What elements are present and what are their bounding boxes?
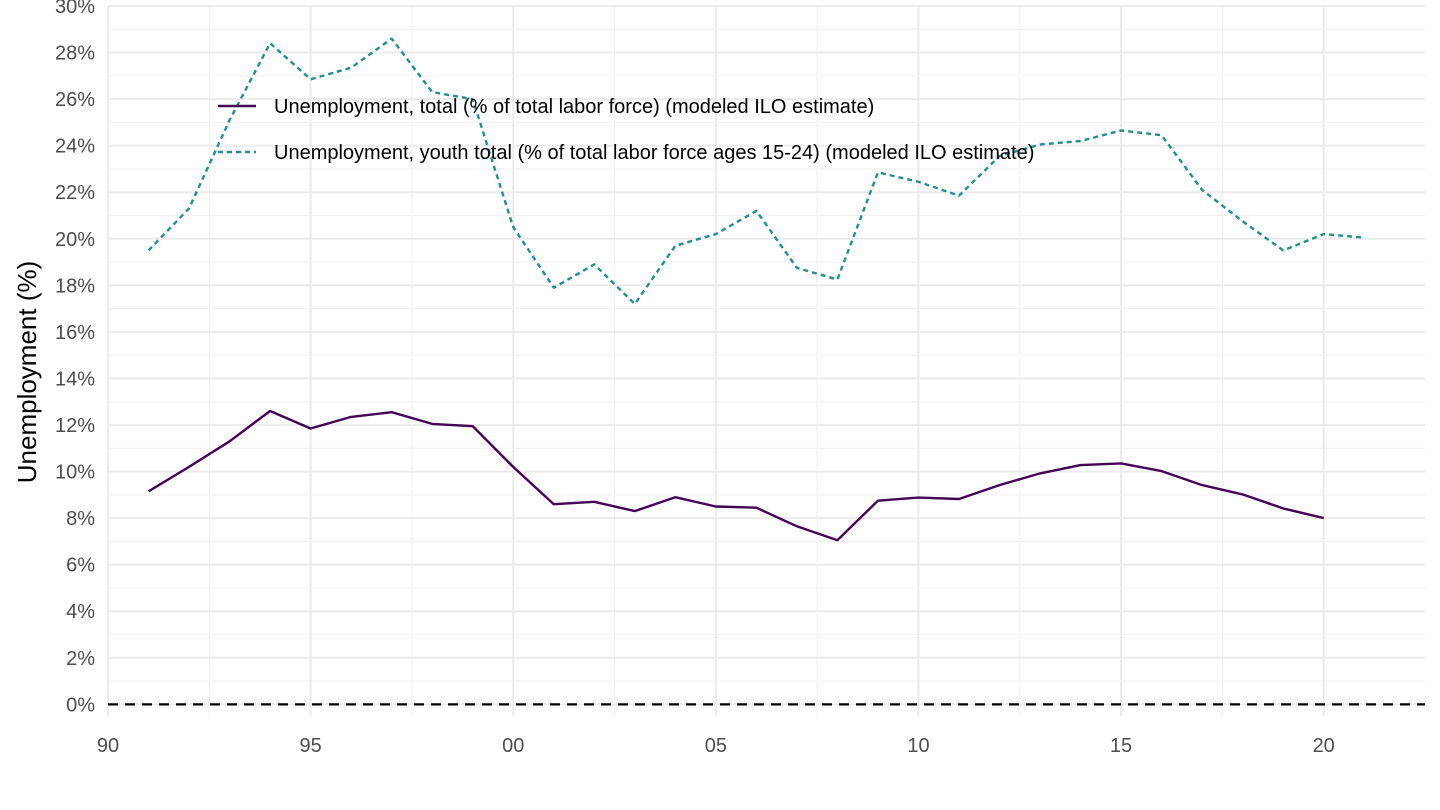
y-tick-label: 14%	[55, 368, 95, 390]
y-tick-label: 18%	[55, 275, 95, 297]
y-tick-label: 2%	[66, 648, 95, 670]
y-tick-label: 8%	[66, 508, 95, 530]
y-tick-label: 16%	[55, 322, 95, 344]
x-tick-label: 10	[907, 735, 929, 757]
series-line-youth	[147, 37, 1365, 306]
series-line-total	[147, 409, 1324, 542]
x-tick-label: 15	[1110, 735, 1132, 757]
series-layer	[108, 37, 1425, 706]
y-tick-label: 26%	[55, 89, 95, 111]
y-tick-label: 10%	[55, 462, 95, 484]
x-tick-label: 20	[1313, 735, 1335, 757]
legend: Unemployment, total (% of total labor fo…	[218, 96, 1034, 164]
legend-label-total: Unemployment, total (% of total labor fo…	[274, 96, 874, 118]
y-tick-label: 22%	[55, 182, 95, 204]
y-tick-label: 6%	[66, 555, 95, 577]
y-tick-label: 28%	[55, 43, 95, 65]
y-tick-label: 24%	[55, 136, 95, 158]
x-tick-label: 00	[502, 735, 524, 757]
legend-label-youth: Unemployment, youth total (% of total la…	[274, 142, 1034, 164]
y-axis-title: Unemployment (%)	[12, 261, 42, 484]
grid-layer	[107, 5, 1425, 716]
x-tick-label: 05	[705, 735, 727, 757]
y-tick-label: 0%	[66, 694, 95, 716]
x-tick-label: 90	[97, 735, 119, 757]
y-tick-label: 12%	[55, 415, 95, 437]
y-tick-label: 4%	[66, 601, 95, 623]
y-tick-label: 20%	[55, 229, 95, 251]
y-tick-label: 30%	[55, 0, 95, 18]
axis-layer: 0% 2% 4% 6% 8% 10% 12% 14% 16% 18% 20% 22% 24% 26% 28%…	[55, 0, 1335, 757]
x-tick-label: 95	[299, 735, 321, 757]
